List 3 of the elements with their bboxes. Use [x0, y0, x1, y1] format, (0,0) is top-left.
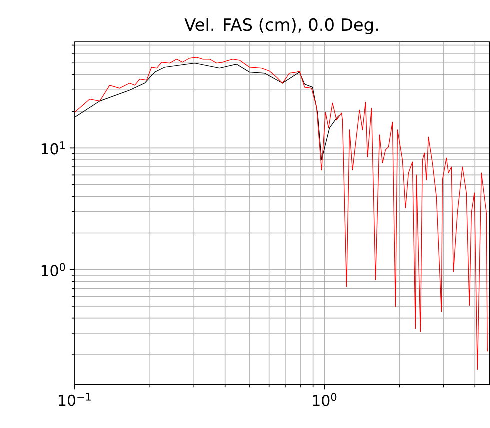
y-tick-label: 10$^{1}$ [42, 142, 65, 155]
x-tick-label: 10$^{−1}$ [59, 393, 91, 406]
chart-title: Vel. FAS (cm), 0.0 Deg. [184, 18, 378, 35]
